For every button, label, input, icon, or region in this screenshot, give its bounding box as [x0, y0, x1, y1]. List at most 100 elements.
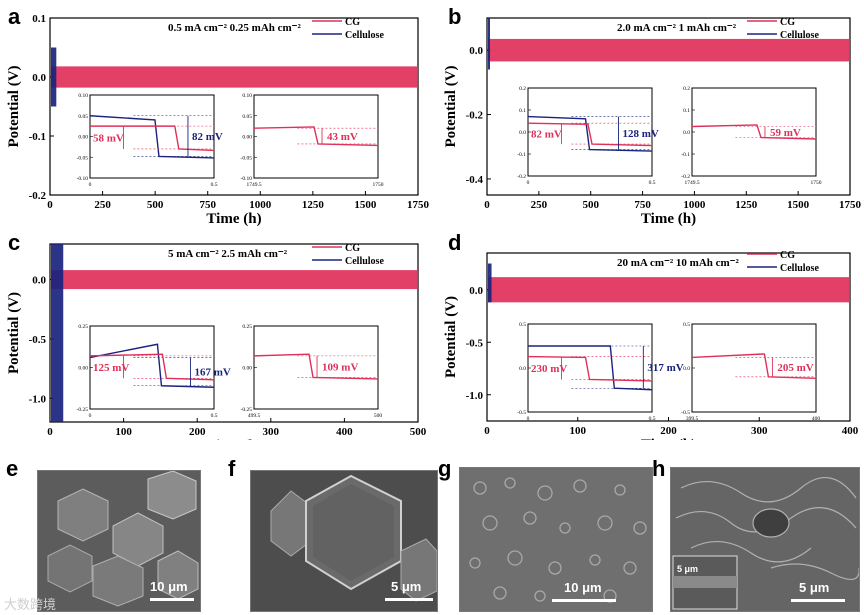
- panel-label-d: d: [448, 230, 461, 255]
- legend-label-cg: CG: [780, 250, 795, 261]
- y-axis-label-b: Potential (V): [443, 65, 459, 147]
- x-tick-label-b: 1500: [787, 199, 810, 211]
- inset-x-tick-label: 1750: [373, 182, 384, 188]
- axes-frame-a: [49, 17, 419, 196]
- inset-x-tick-label: 1749.5: [684, 180, 699, 186]
- condition-label-d: 20 mA cm⁻² 10 mAh cm⁻²: [617, 257, 739, 269]
- inset-frame-c-1: [253, 325, 379, 410]
- series-band-cellulose-a: [51, 47, 57, 107]
- inset-y-tick-label: -0.25: [77, 407, 89, 413]
- inset-y-tick-label: 0.0: [683, 130, 690, 136]
- inset-x-tick-label: 400: [812, 416, 821, 422]
- x-axis-label-b: Time (h): [641, 211, 696, 227]
- inset-x-tick-label: 1750: [811, 180, 822, 186]
- inset-y-tick-label: 0.2: [683, 86, 690, 92]
- legend-label-cellulose: Cellulose: [780, 263, 819, 274]
- inset-x-tick-label: 0: [89, 182, 92, 188]
- inset-x-tick-label: 0.5: [649, 180, 656, 186]
- x-tick-label-b: 250: [531, 199, 548, 211]
- y-tick-label-d: -1.0: [466, 390, 484, 402]
- inset-x-tick-label: 0: [527, 416, 530, 422]
- inset-y-tick-label: -0.1: [517, 152, 526, 158]
- x-tick-label-a: 1000: [249, 199, 272, 211]
- x-tick-label-a: 750: [199, 199, 216, 211]
- y-tick-label-a: 0.1: [32, 13, 46, 25]
- inset-y-tick-label: 0.00: [242, 366, 252, 372]
- inset-y-tick-label: 0.0: [519, 130, 526, 136]
- inset-x-tick-label: 499.5: [248, 413, 261, 419]
- x-tick-label-c: 300: [263, 426, 280, 438]
- legend-label-cg: CG: [345, 243, 360, 254]
- inset-frame-d-0: [527, 323, 653, 413]
- y-tick-label-a: -0.1: [29, 131, 46, 143]
- inset-x-tick-label: 0.5: [211, 413, 218, 419]
- inset-y-tick-label: 0.10: [242, 93, 252, 99]
- y-tick-label-c: -1.0: [29, 393, 47, 405]
- panel-label-a: a: [8, 4, 21, 29]
- inset-line-cellulose: [89, 115, 215, 159]
- x-tick-label-a: 250: [94, 199, 111, 211]
- panel-label-e: e: [6, 456, 19, 481]
- x-tick-label-b: 1000: [683, 199, 706, 211]
- panel-label-h: h: [652, 456, 666, 481]
- inset-y-tick-label: 0.05: [242, 114, 252, 120]
- condition-label-b: 2.0 mA cm⁻² 1 mAh cm⁻²: [617, 22, 737, 34]
- series-band-cg-b: [488, 38, 850, 62]
- inset-line-cg: [253, 126, 379, 147]
- condition-label-a: 0.5 mA cm⁻² 0.25 mAh cm⁻²: [168, 22, 301, 34]
- x-tick-label-c: 400: [336, 426, 353, 438]
- inset-x-tick-label: 0.5: [211, 182, 218, 188]
- x-tick-label-a: 0: [47, 199, 53, 211]
- scale-label-g: 10 μm: [564, 580, 602, 595]
- inset-y-tick-label: -0.5: [517, 410, 526, 416]
- inset-frame-b-1: [691, 87, 817, 177]
- inset-label-cg: 59 mV: [770, 127, 801, 139]
- inset-label-cg: 82 mV: [531, 129, 562, 141]
- x-axis-label-a: Time (h): [206, 211, 261, 227]
- x-tick-label-d: 100: [570, 425, 587, 437]
- axes-frame-c: [49, 243, 419, 423]
- condition-label-c: 5 mA cm⁻² 2.5 mAh cm⁻²: [168, 248, 288, 260]
- y-axis-label-d: Potential (V): [443, 296, 459, 378]
- sem-image-g: 10 μm: [459, 467, 653, 612]
- inset-y-tick-label: -0.2: [681, 174, 690, 180]
- x-tick-label-c: 200: [189, 426, 206, 438]
- inset-y-tick-label: -0.05: [241, 155, 253, 161]
- y-tick-label-d: -0.5: [466, 337, 484, 349]
- x-tick-label-c: 0: [47, 426, 53, 438]
- y-tick-label-c: -0.5: [29, 334, 47, 346]
- inset-label-cg: 230 mV: [531, 363, 567, 375]
- inset-frame-a-0: [89, 94, 215, 179]
- inset-x-tick-label: 0: [527, 180, 530, 186]
- inset-y-tick-label: -0.10: [241, 176, 253, 182]
- y-axis-label-a: Potential (V): [6, 65, 22, 147]
- panel-label-f: f: [228, 456, 236, 481]
- legend-label-cg: CG: [345, 17, 360, 28]
- inset-frame-d-1: [691, 323, 817, 413]
- sem-image-h: 5 μm 5 μm: [670, 467, 860, 612]
- inset-label-cellulose: 82 mV: [192, 131, 223, 143]
- inset-y-tick-label: 0.5: [519, 322, 526, 328]
- inset-y-tick-label: 0.10: [78, 93, 88, 99]
- inset-x-tick-label: 399.5: [686, 416, 699, 422]
- x-tick-label-b: 750: [634, 199, 651, 211]
- series-band-cellulose-c: [51, 244, 64, 422]
- inset-line-cg: [527, 355, 653, 382]
- inset-y-tick-label: -0.1: [681, 152, 690, 158]
- inset-scale-label-h: 5 μm: [677, 564, 699, 574]
- scale-label-e: 10 μm: [150, 579, 188, 594]
- x-tick-label-b: 0: [484, 199, 490, 211]
- inset-y-tick-label: -0.2: [517, 174, 526, 180]
- panel-label-c: c: [8, 230, 20, 255]
- inset-label-cg: 205 mV: [777, 362, 813, 374]
- inset-label-cellulose: 317 mV: [647, 362, 683, 374]
- inset-y-tick-label: -0.25: [241, 407, 253, 413]
- inset-line-cg: [527, 122, 653, 147]
- y-tick-label-d: 0.0: [469, 285, 483, 297]
- sem-image-f: 5 μm: [250, 470, 438, 612]
- inset-line-cg: [691, 124, 817, 140]
- panel-label-g: g: [438, 456, 452, 481]
- axes-frame-b: [486, 17, 851, 196]
- inset-y-tick-label: -0.10: [77, 176, 89, 182]
- inset-x-tick-label: 0.5: [649, 416, 656, 422]
